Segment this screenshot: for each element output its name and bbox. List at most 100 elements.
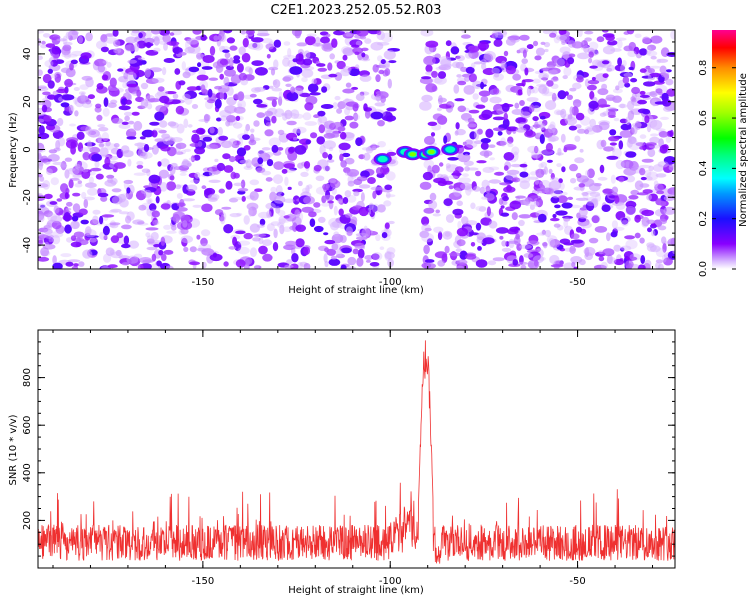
spectral-blob (214, 98, 222, 109)
spectral-blob (141, 168, 151, 174)
spectral-blob (339, 131, 347, 140)
spectral-blob (309, 92, 321, 96)
y-tick-label: 400 (22, 463, 33, 482)
spectral-blob (327, 200, 334, 204)
spectral-blob (588, 41, 599, 51)
spectral-blob (208, 167, 213, 177)
spectral-blob (250, 247, 257, 258)
spectral-blob (536, 187, 550, 194)
spectral-blob (321, 86, 328, 93)
spectral-blob (133, 120, 143, 131)
spectral-blob (380, 63, 391, 69)
spectral-blob (386, 107, 397, 112)
spectral-blob (602, 45, 616, 55)
spectral-blob (538, 213, 547, 223)
spectral-blob (461, 34, 471, 39)
spectral-blob (342, 54, 348, 61)
spectral-blob (493, 32, 504, 41)
spectral-blob (650, 133, 659, 137)
spectral-blob (207, 99, 216, 104)
spectral-blob (515, 117, 526, 124)
spectral-blob (353, 112, 359, 122)
spectral-blob (647, 148, 656, 158)
spectral-blob (339, 153, 344, 162)
spectral-blob (506, 126, 519, 132)
spectral-blob (169, 122, 179, 129)
spectrogram-x-label: Height of straight line (km) (288, 285, 424, 296)
spectral-blob (208, 179, 221, 183)
spectral-blob (488, 179, 501, 184)
spectral-blob (653, 180, 659, 188)
spectral-blob (345, 101, 359, 107)
spectral-blob (337, 198, 343, 204)
spectral-blob (68, 104, 74, 115)
spectral-blob (262, 239, 273, 247)
spectral-blob (379, 246, 385, 250)
spectral-blob (560, 191, 568, 196)
spectral-blob (638, 164, 652, 169)
spectral-blob (500, 137, 507, 148)
spectral-blob (229, 213, 242, 218)
spectral-blob (631, 86, 641, 95)
spectral-blob (217, 33, 227, 43)
spectral-blob (553, 190, 564, 195)
spectral-blob (155, 196, 160, 204)
spectral-blob (557, 195, 568, 204)
spectral-blob (252, 98, 263, 105)
spectral-blob (283, 75, 294, 81)
spectral-blob (146, 235, 154, 242)
spectral-blob (182, 220, 188, 228)
spectral-blob (493, 39, 503, 47)
spectral-blob (515, 195, 526, 199)
spectral-blob (497, 131, 503, 136)
spectral-blob (503, 152, 515, 161)
spectral-blob (577, 52, 590, 60)
spectral-blob (38, 183, 49, 188)
spectral-blob (68, 35, 73, 41)
spectral-blob (305, 184, 310, 194)
spectrogram-y-label: Frequency (Hz) (8, 112, 19, 188)
spectral-blob (464, 52, 473, 59)
spectral-blob (443, 198, 453, 207)
spectral-blob (278, 96, 283, 106)
spectral-blob (440, 58, 452, 69)
spectral-blob (593, 264, 607, 269)
spectral-blob (488, 220, 498, 229)
spectral-blob (113, 47, 122, 54)
spectral-blob (642, 36, 651, 44)
spectral-blob (548, 69, 558, 75)
spectral-blob (476, 232, 486, 241)
spectral-blob (544, 48, 549, 53)
spectral-blob (238, 72, 248, 81)
y-tick-label: 0 (22, 146, 33, 152)
spectral-blob (529, 204, 535, 210)
spectral-blob (647, 68, 655, 74)
spectral-blob (480, 81, 485, 90)
spectral-blob (527, 145, 540, 154)
spectral-blob (480, 142, 489, 150)
spectral-blob (568, 125, 578, 131)
spectral-blob (303, 50, 311, 59)
spectral-blob (504, 141, 513, 145)
spectral-blob (465, 220, 478, 226)
spectral-blob (311, 78, 317, 85)
spectral-blob (349, 121, 359, 129)
spectral-blob (153, 47, 161, 53)
spectral-blob (439, 162, 444, 167)
spectral-blob (347, 256, 357, 266)
spectral-blob (428, 200, 438, 210)
spectral-blob (579, 148, 584, 153)
spectral-blob (541, 91, 555, 97)
spectral-blob (463, 85, 475, 95)
spectral-blob (639, 68, 647, 73)
spectral-blob (552, 213, 557, 219)
spectral-blob (196, 234, 201, 240)
spectral-blob (363, 152, 371, 161)
spectral-blob (453, 84, 460, 94)
spectral-blob (313, 164, 322, 172)
spectral-blob (222, 49, 230, 53)
spectral-blob (246, 202, 259, 211)
spectral-blob (151, 210, 160, 218)
spectral-blob (435, 209, 441, 214)
spectral-blob (467, 117, 475, 124)
